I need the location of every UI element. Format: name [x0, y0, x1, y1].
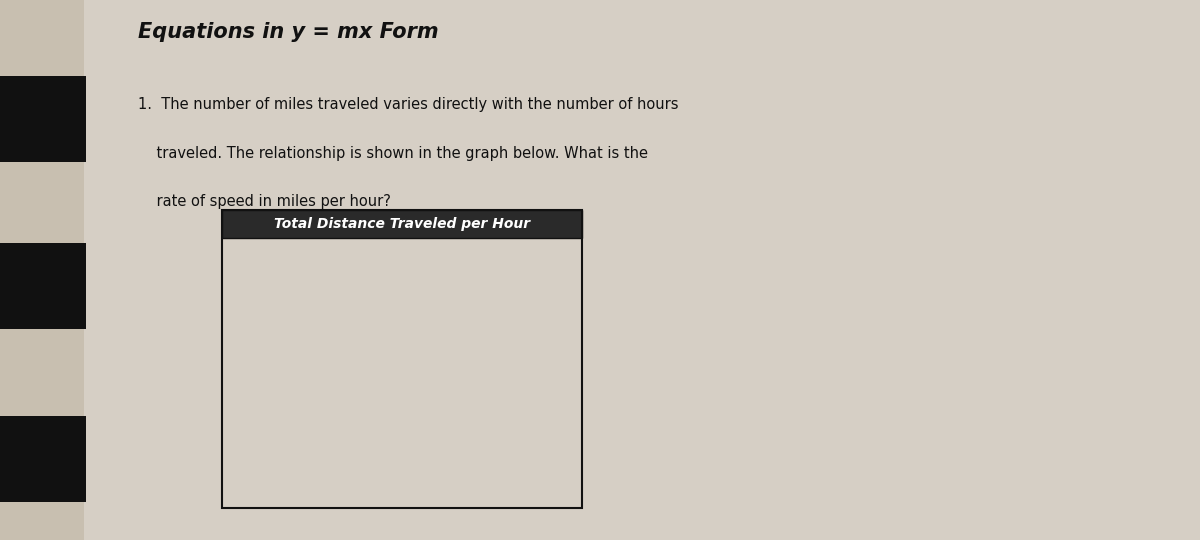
Text: Equations in y = mx Form: Equations in y = mx Form	[138, 22, 439, 42]
X-axis label: Time (h): Time (h)	[376, 528, 428, 538]
Text: Total Distance Traveled per Hour: Total Distance Traveled per Hour	[274, 217, 530, 231]
Y-axis label: Distance (mi): Distance (mi)	[180, 330, 191, 415]
Text: rate of speed in miles per hour?: rate of speed in miles per hour?	[138, 194, 391, 210]
Text: 1.  The number of miles traveled varies directly with the number of hours: 1. The number of miles traveled varies d…	[138, 97, 678, 112]
Text: traveled. The relationship is shown in the graph below. What is the: traveled. The relationship is shown in t…	[138, 146, 648, 161]
